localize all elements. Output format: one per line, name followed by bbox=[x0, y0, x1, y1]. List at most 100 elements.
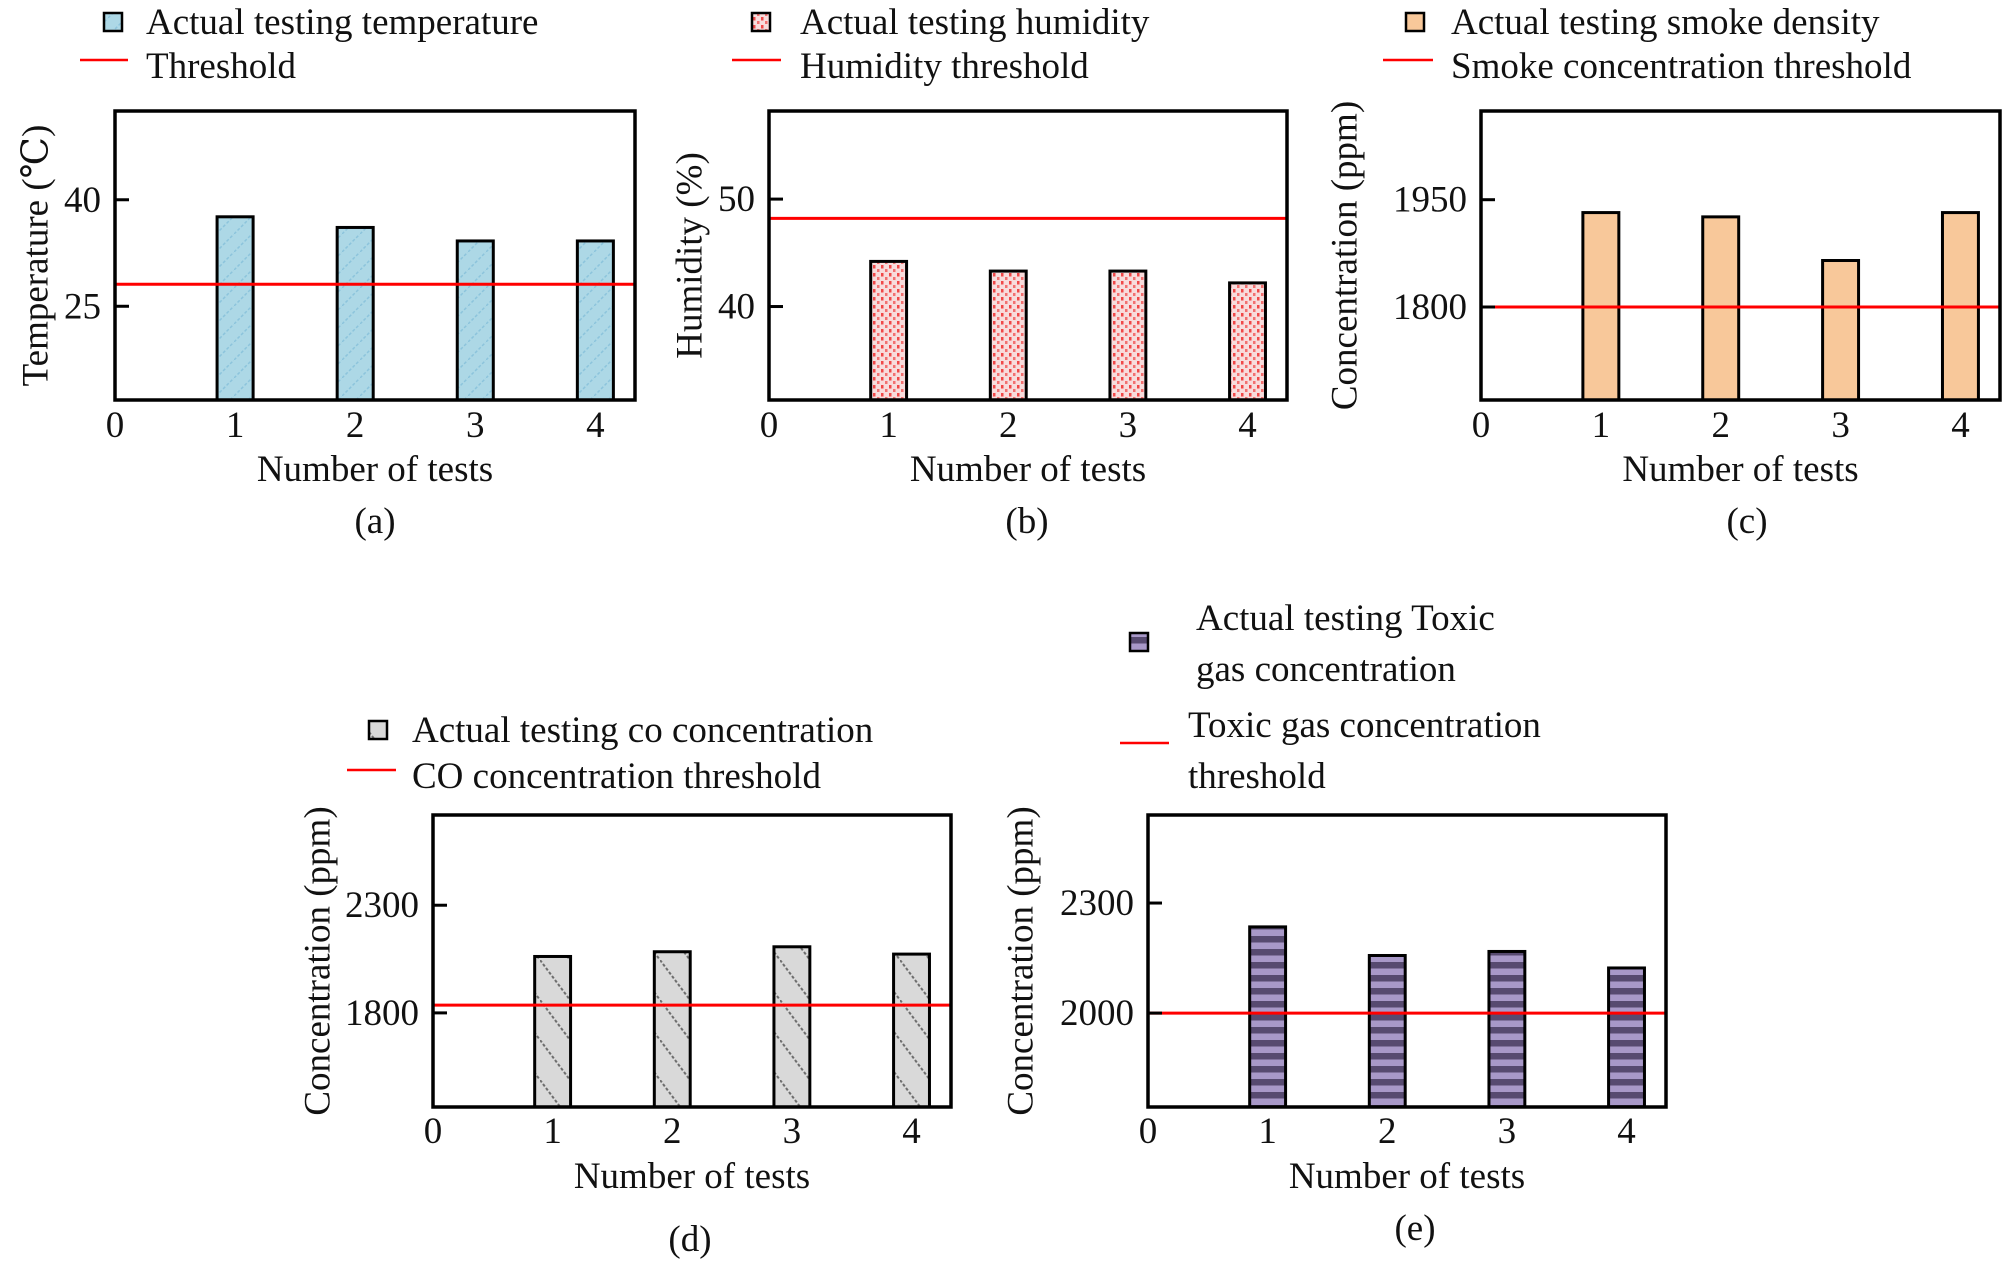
x-tick-label: 2 bbox=[1711, 405, 1730, 446]
y-axis-label: Humidity (%) bbox=[670, 152, 711, 359]
legend-label-series: Actual testing Toxic bbox=[1196, 598, 1495, 639]
legend-label-threshold: Smoke concentration threshold bbox=[1451, 46, 1912, 87]
x-tick-label: 2 bbox=[1378, 1111, 1397, 1152]
x-tick-label: 1 bbox=[1258, 1111, 1277, 1152]
y-tick-label: 50 bbox=[718, 179, 755, 220]
bar bbox=[652, 950, 692, 1109]
y-tick-label: 2300 bbox=[345, 885, 419, 926]
legend-label-threshold: Humidity threshold bbox=[800, 46, 1089, 87]
legend-swatch-bar bbox=[102, 11, 124, 33]
x-tick-label: 4 bbox=[1617, 1111, 1636, 1152]
x-tick-label: 2 bbox=[663, 1111, 682, 1152]
bar bbox=[575, 239, 615, 402]
bar bbox=[1108, 269, 1148, 402]
legend-label-series: Actual testing humidity bbox=[800, 2, 1150, 43]
panel-caption: (e) bbox=[1394, 1208, 1435, 1249]
x-tick-label: 3 bbox=[783, 1111, 802, 1152]
plot-frame bbox=[431, 813, 953, 1109]
x-tick-label: 0 bbox=[760, 405, 779, 446]
legend-label-series: gas concentration bbox=[1196, 649, 1456, 690]
x-tick-label: 1 bbox=[543, 1111, 562, 1152]
legend-swatch-bar bbox=[367, 719, 389, 741]
plot-frame bbox=[1146, 813, 1668, 1109]
x-tick-label: 1 bbox=[1592, 405, 1611, 446]
x-tick-label: 3 bbox=[1498, 1111, 1517, 1152]
bar bbox=[1487, 949, 1527, 1109]
bar bbox=[892, 952, 931, 1109]
chart-panel-d: 1800 2300 0 1 2 3 4 Number of tests Concentratio… bbox=[298, 710, 953, 1260]
legend-swatch-bar bbox=[1404, 11, 1426, 33]
bar bbox=[335, 225, 375, 402]
x-axis-label: Number of tests bbox=[574, 1156, 810, 1197]
x-tick-label: 2 bbox=[999, 405, 1018, 446]
y-tick-label: 25 bbox=[64, 286, 101, 327]
legend: Actual testing co concentration CO concen… bbox=[347, 710, 873, 797]
legend-label-series: Actual testing co concentration bbox=[412, 710, 873, 751]
x-tick-label: 3 bbox=[1831, 405, 1850, 446]
x-tick-label: 1 bbox=[226, 405, 245, 446]
x-tick-label: 4 bbox=[586, 405, 605, 446]
legend-label-threshold: Threshold bbox=[146, 46, 297, 87]
plot-frame bbox=[1479, 109, 2002, 402]
bar bbox=[869, 259, 909, 402]
bar bbox=[1248, 925, 1288, 1109]
bar bbox=[533, 954, 573, 1109]
y-axis-label: Temperature (℃) bbox=[16, 125, 57, 387]
panel-caption: (c) bbox=[1726, 501, 1767, 542]
legend-label-threshold: threshold bbox=[1188, 756, 1326, 797]
chart-panel-e: 2000 2300 0 1 2 3 4 Number of tests Concentratio… bbox=[1001, 598, 1668, 1249]
chart-panel-a: 25 40 0 1 2 3 4 Number of tests Temperature (℃) (… bbox=[16, 2, 637, 542]
panel-caption: (d) bbox=[668, 1219, 711, 1260]
x-tick-label: 4 bbox=[902, 1111, 921, 1152]
x-tick-label: 0 bbox=[424, 1111, 443, 1152]
legend: Actual testing Toxic gas concentration Tox… bbox=[1120, 598, 1541, 797]
y-tick-label: 1950 bbox=[1393, 180, 1467, 221]
y-tick-label: 40 bbox=[64, 180, 101, 221]
y-tick-label: 40 bbox=[718, 287, 755, 328]
bar bbox=[1228, 281, 1267, 402]
legend-label-threshold: CO concentration threshold bbox=[412, 756, 821, 797]
x-axis-label: Number of tests bbox=[257, 449, 493, 490]
y-axis-label: Concentration (ppm) bbox=[1325, 101, 1366, 410]
x-tick-label: 4 bbox=[1238, 405, 1257, 446]
x-tick-label: 0 bbox=[1139, 1111, 1158, 1152]
legend-label-series: Actual testing temperature bbox=[146, 2, 538, 43]
plot-frame bbox=[113, 109, 637, 402]
x-axis-label: Number of tests bbox=[1622, 449, 1858, 490]
y-axis-label: Concentration (ppm) bbox=[298, 806, 339, 1115]
chart-panel-b: 40 50 0 1 2 3 4 Number of tests Humidity (%) (b) A… bbox=[670, 2, 1289, 542]
x-tick-label: 3 bbox=[1119, 405, 1138, 446]
plot-frame bbox=[767, 109, 1289, 402]
y-tick-label: 1800 bbox=[1393, 287, 1467, 328]
y-tick-label: 2300 bbox=[1060, 883, 1134, 924]
bar bbox=[1367, 953, 1407, 1109]
x-tick-label: 0 bbox=[106, 405, 125, 446]
y-axis-label: Concentration (ppm) bbox=[1001, 806, 1042, 1115]
x-tick-label: 0 bbox=[1472, 405, 1491, 446]
x-axis-label: Number of tests bbox=[910, 449, 1146, 490]
panel-caption: (a) bbox=[354, 501, 395, 542]
bar bbox=[1607, 966, 1646, 1109]
bar bbox=[1821, 259, 1861, 402]
bar bbox=[988, 269, 1028, 402]
bar bbox=[772, 945, 812, 1109]
panel-caption: (b) bbox=[1005, 501, 1048, 542]
legend-swatch-bar bbox=[1128, 631, 1150, 653]
y-tick-label: 2000 bbox=[1060, 993, 1134, 1034]
x-axis-label: Number of tests bbox=[1289, 1156, 1525, 1197]
legend-label-series: Actual testing smoke density bbox=[1451, 2, 1880, 43]
legend-swatch-bar bbox=[750, 11, 772, 33]
x-tick-label: 2 bbox=[346, 405, 365, 446]
chart-panel-c: 1800 1950 0 1 2 3 4 Number of tests Concentratio… bbox=[1325, 2, 2002, 542]
x-tick-label: 3 bbox=[466, 405, 485, 446]
x-tick-label: 4 bbox=[1951, 405, 1970, 446]
bar bbox=[455, 239, 495, 402]
legend-label-threshold: Toxic gas concentration bbox=[1188, 705, 1541, 746]
bar bbox=[215, 215, 255, 402]
x-tick-label: 1 bbox=[879, 405, 898, 446]
y-tick-label: 1800 bbox=[345, 993, 419, 1034]
